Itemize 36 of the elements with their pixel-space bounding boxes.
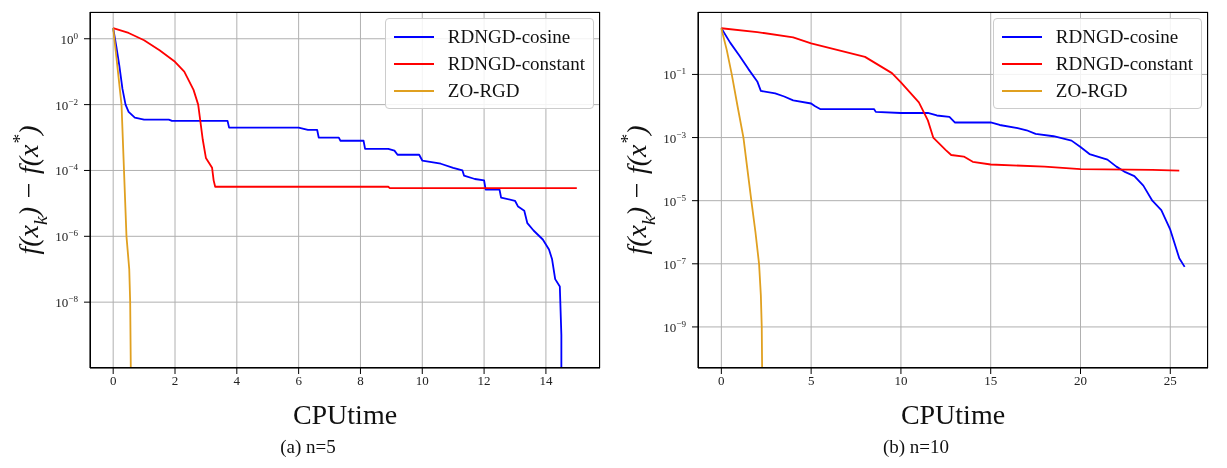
y-tick-label: 10$^{−1}$ xyxy=(663,66,686,83)
line-series xyxy=(112,27,132,368)
legend-label: RDNGD-constant xyxy=(447,52,585,76)
y-tick-label: 10$^{−9}$ xyxy=(663,318,687,335)
x-tick-label: 0 xyxy=(109,373,117,389)
y-tick-label: 10$^{−7}$ xyxy=(663,255,687,272)
y-tick-label: 10$^{−3}$ xyxy=(663,129,687,146)
x-tick-label: 14 xyxy=(539,373,553,389)
line-series xyxy=(720,27,764,368)
text: (b) n=10 xyxy=(881,436,951,458)
x-tick-label: 8 xyxy=(357,373,364,389)
legend-label: RDNGD-constant xyxy=(1055,52,1193,76)
x-axis-title: CPUtime xyxy=(292,399,398,430)
x-tick-label: 5 xyxy=(807,373,815,389)
x-tick-label: 10 xyxy=(894,373,908,389)
legend-label: ZO-RGD xyxy=(447,79,520,103)
x-tick-label: 20 xyxy=(1074,373,1087,389)
y-tick-label: 10$^{−8}$ xyxy=(55,294,79,311)
x-tick-label: 12 xyxy=(477,373,491,389)
x-tick-label: 15 xyxy=(984,373,998,389)
x-axis-title: CPUtime xyxy=(900,399,1006,430)
x-tick-label: 0 xyxy=(718,373,725,389)
y-tick-label: 10$^{−6}$ xyxy=(55,228,79,245)
legend-label: ZO-RGD xyxy=(1055,79,1128,103)
y-tick-label: 10$^{−4}$ xyxy=(55,162,79,179)
x-tick-label: 10 xyxy=(415,373,429,389)
y-tick-label: 10$^{−5}$ xyxy=(663,192,687,209)
x-tick-label: 6 xyxy=(295,373,303,389)
x-tick-label: 4 xyxy=(233,373,241,389)
legend-label: RDNGD-cosine xyxy=(1055,25,1179,49)
y-tick-label: 10$^{−2}$ xyxy=(55,96,79,113)
text: (a) n=5 xyxy=(279,436,337,458)
x-tick-label: 25 xyxy=(1163,373,1177,389)
legend-label: RDNGD-cosine xyxy=(447,25,571,49)
x-tick-label: 2 xyxy=(171,373,179,389)
y-tick-label: 10$^{0}$ xyxy=(60,30,79,47)
